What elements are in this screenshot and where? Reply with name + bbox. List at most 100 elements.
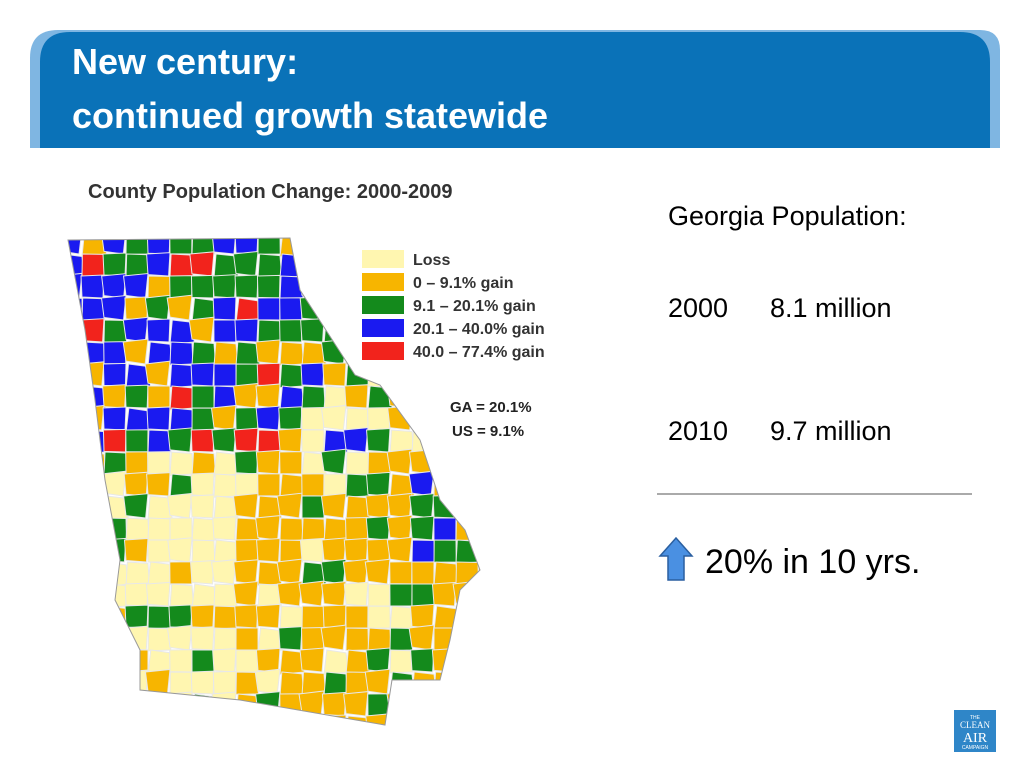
county [68,539,85,565]
county [278,406,303,431]
county [411,583,435,607]
county [100,238,127,255]
county [81,517,106,542]
county [235,539,259,563]
county [255,515,281,541]
county [343,691,369,717]
county [125,451,149,475]
county [298,580,325,607]
county [122,338,149,365]
county [433,715,459,725]
county [213,473,238,498]
county [169,561,193,585]
county [365,647,391,673]
logo-text: THE [970,715,981,721]
county [433,605,460,632]
county [68,406,83,431]
county [257,319,282,344]
county [364,558,391,585]
county [212,274,237,299]
county [345,605,369,629]
county [454,626,479,651]
county [123,691,149,717]
county [454,450,479,475]
county [234,274,259,299]
county [147,715,173,725]
county [125,715,149,725]
county [102,362,127,387]
county [144,294,171,321]
legend: Loss 0 – 9.1% gain 9.1 – 20.1% gain 20.1 – … [355,240,585,370]
county [191,407,215,431]
county [345,627,370,652]
county [431,647,457,673]
county [167,537,193,563]
county [323,253,347,277]
county [323,473,347,497]
county [103,627,128,652]
county [125,517,150,542]
county [81,583,107,609]
county [213,363,237,387]
county [408,624,435,651]
county [189,251,215,277]
county [345,451,370,476]
county [411,693,435,717]
county [68,605,83,629]
county [321,238,347,255]
county [190,274,215,299]
county [125,561,150,586]
county [455,649,479,673]
county [235,627,259,651]
county [102,252,127,277]
county [301,429,325,453]
county [232,712,259,725]
county [344,384,369,409]
county [386,514,413,541]
county [81,429,107,455]
county [477,671,480,696]
county [322,714,347,725]
county [68,318,83,343]
county [301,715,325,725]
county [213,341,239,367]
legend-swatch [362,250,404,268]
county [147,539,171,563]
county [68,583,86,610]
county [190,494,215,519]
county [387,405,413,431]
county [365,493,391,519]
county [169,649,193,673]
county [433,627,457,651]
county [68,493,83,519]
county [367,451,392,476]
county [169,671,193,695]
year: 2010 [668,416,728,446]
county [257,253,283,279]
year: 2000 [668,293,728,323]
county [166,294,193,321]
county [343,581,369,607]
county [321,581,347,607]
county [191,517,217,543]
county [301,495,325,519]
population: 9.7 million [770,416,892,446]
county [211,691,237,717]
county [169,517,193,541]
county [255,449,281,475]
county [81,649,105,673]
stat: GA = 20.1% [450,399,532,416]
county [455,693,480,719]
county [256,274,281,299]
county [213,627,238,652]
county [475,691,480,717]
county [103,319,128,344]
county [81,561,107,587]
county [103,715,129,725]
county [125,238,149,255]
county [301,517,326,542]
county [433,539,457,563]
county [190,472,215,497]
county [409,603,435,629]
